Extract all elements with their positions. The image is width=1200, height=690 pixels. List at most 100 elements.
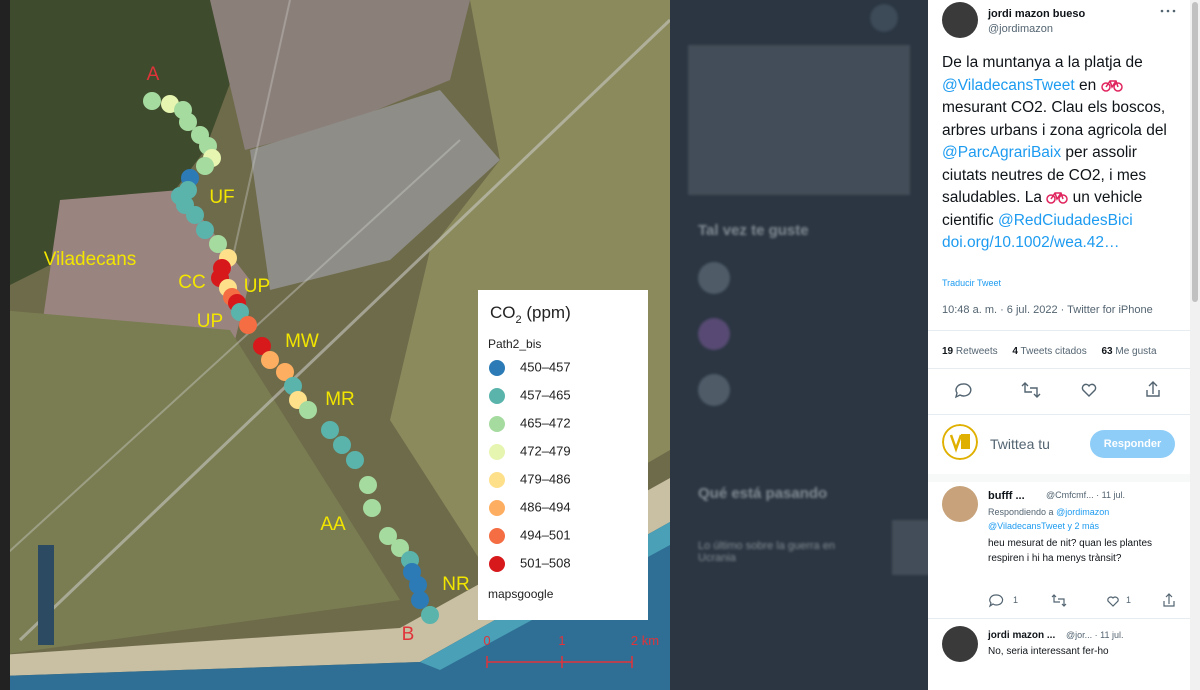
place-label: B: [402, 624, 415, 645]
section-title: Qué está pasando: [698, 485, 828, 502]
road: [229, 0, 291, 271]
reply-actions: [988, 593, 1175, 608]
legend-title: CO2 (ppm): [490, 303, 571, 326]
canal: [38, 545, 54, 645]
place-label: MW: [285, 331, 319, 352]
stat[interactable]: 63 Me gusta: [1101, 346, 1156, 357]
like-icon[interactable]: [1081, 383, 1097, 397]
reply-input[interactable]: Twittea tu: [990, 436, 1050, 452]
place-label: UP: [197, 311, 223, 332]
stat[interactable]: 4 Tweets citados: [1012, 346, 1086, 357]
legend-swatch: [489, 388, 505, 404]
tweet-stats: 19 Retweets 4 Tweets citados 63 Me gusta: [942, 346, 1190, 357]
route-point: [143, 92, 161, 110]
trend-image: [892, 520, 928, 575]
reply-icon[interactable]: [988, 594, 1004, 608]
mention[interactable]: @ViladecansTweet: [942, 76, 1075, 94]
legend-label: 486–494: [520, 499, 571, 514]
mention[interactable]: @ViladecansTweet: [988, 521, 1066, 531]
route-point: [196, 157, 214, 175]
avatar: [698, 318, 730, 350]
route-point: [321, 421, 339, 439]
share-icon[interactable]: [1163, 593, 1175, 607]
divider: [928, 368, 1190, 369]
stat-count: 4: [1012, 346, 1018, 357]
route-point: [391, 539, 409, 557]
text: Respondiendo a: [988, 507, 1057, 517]
author-handle[interactable]: @jordimazon: [988, 23, 1053, 35]
tweet-text: De la muntanya a la platja de @Viladecan…: [942, 52, 1182, 255]
place-label: MR: [325, 389, 355, 410]
stat[interactable]: 19 Retweets: [942, 346, 998, 357]
place-labels: A UF Viladecans CC UP UP MW MR AA NR B: [44, 64, 470, 645]
reply-count: 1: [1013, 595, 1019, 605]
route-point: [421, 606, 439, 624]
route-point: [276, 363, 294, 381]
wheel: [1112, 81, 1123, 92]
reply-handle: @jor... · 11 jul.: [1066, 630, 1124, 640]
reply-button[interactable]: Responder: [1090, 430, 1175, 458]
legend-items: 450–457 457–465 465–472 472–479 479–486 486–4…: [489, 359, 571, 572]
frame: [1050, 192, 1064, 201]
url[interactable]: doi.org/10.1002/wea.42…: [942, 234, 1120, 251]
legend-title-sub: 2: [516, 314, 522, 326]
bike-emoji: [1046, 192, 1069, 204]
road: [0, 139, 461, 561]
scroll-thumb[interactable]: [1192, 2, 1198, 302]
scale-label: 2 km: [631, 633, 659, 648]
sea: [0, 522, 670, 690]
like-icon[interactable]: [1107, 596, 1119, 607]
background-timeline: Tal vez te guste Qué está pasando Lo últ…: [670, 0, 928, 690]
legend-label: 457–465: [520, 387, 571, 402]
reply-author[interactable]: bufff ...: [988, 490, 1025, 502]
text: De la muntanya a la platja de: [942, 54, 1143, 71]
mention[interactable]: @jordimazon: [1056, 507, 1110, 517]
reply-avatar[interactable]: [942, 486, 978, 522]
legend-swatch: [489, 360, 505, 376]
legend-label: 501–508: [520, 555, 571, 570]
replying-to: Respondiendo a @jordimazon @ViladecansTwe…: [988, 505, 1168, 533]
legend-field: Path2_bis: [488, 337, 541, 351]
route-point: [186, 206, 204, 224]
place-label: NR: [442, 574, 469, 595]
legend-label: 472–479: [520, 443, 571, 458]
frame: [1104, 79, 1119, 89]
stat-count: 19: [942, 346, 954, 357]
text: mesurant CO2. Clau els boscos, arbres ur…: [942, 99, 1167, 139]
farmland: [0, 310, 400, 655]
author-name[interactable]: jordi mazon bueso: [988, 8, 1086, 20]
retweet-icon[interactable]: [1051, 594, 1067, 607]
retweet-icon[interactable]: [1021, 382, 1041, 398]
reply-avatar[interactable]: [942, 626, 978, 662]
tweet-panel: jordi mazon bueso @jordimazon De la munt…: [928, 0, 1190, 690]
legend-swatch: [489, 500, 505, 516]
reply-icon[interactable]: [954, 383, 972, 399]
place-label: UP: [244, 276, 270, 297]
route-point: [411, 591, 429, 609]
industrial-area: [250, 90, 500, 290]
expand-button[interactable]: [870, 4, 898, 32]
legend-swatch: [489, 472, 505, 488]
user-avatar: [942, 424, 978, 460]
author-avatar[interactable]: [942, 2, 978, 38]
media-grid: [688, 45, 910, 195]
mention[interactable]: @RedCiudadesBici: [998, 211, 1133, 229]
scrollbar[interactable]: [1190, 0, 1200, 690]
route-point: [379, 527, 397, 545]
legend-title-unit: (ppm): [522, 303, 571, 322]
text: un vehicle cientific: [942, 189, 1143, 229]
more-mentions[interactable]: y 2 más: [1065, 521, 1100, 531]
route-point: [253, 337, 271, 355]
reply-author[interactable]: jordi mazon ...: [988, 630, 1056, 641]
stat-label: Retweets: [955, 346, 998, 357]
more-menu[interactable]: [1160, 8, 1176, 14]
text: per assolir ciutats neutres de CO2, i me…: [942, 144, 1147, 206]
reply-text: heu mesurat de nit? quan les plantes res…: [988, 538, 1152, 564]
legend-swatch: [489, 528, 505, 544]
share-icon[interactable]: [1146, 381, 1160, 397]
translate-link[interactable]: Traducir Tweet: [942, 278, 1002, 288]
divider: [928, 474, 1190, 482]
bike-emoji: [1100, 79, 1123, 92]
trend-item: Lo último sobre la guerra en Ucrania: [698, 540, 835, 564]
mention[interactable]: @ParcAgrariBaix: [942, 144, 1062, 161]
